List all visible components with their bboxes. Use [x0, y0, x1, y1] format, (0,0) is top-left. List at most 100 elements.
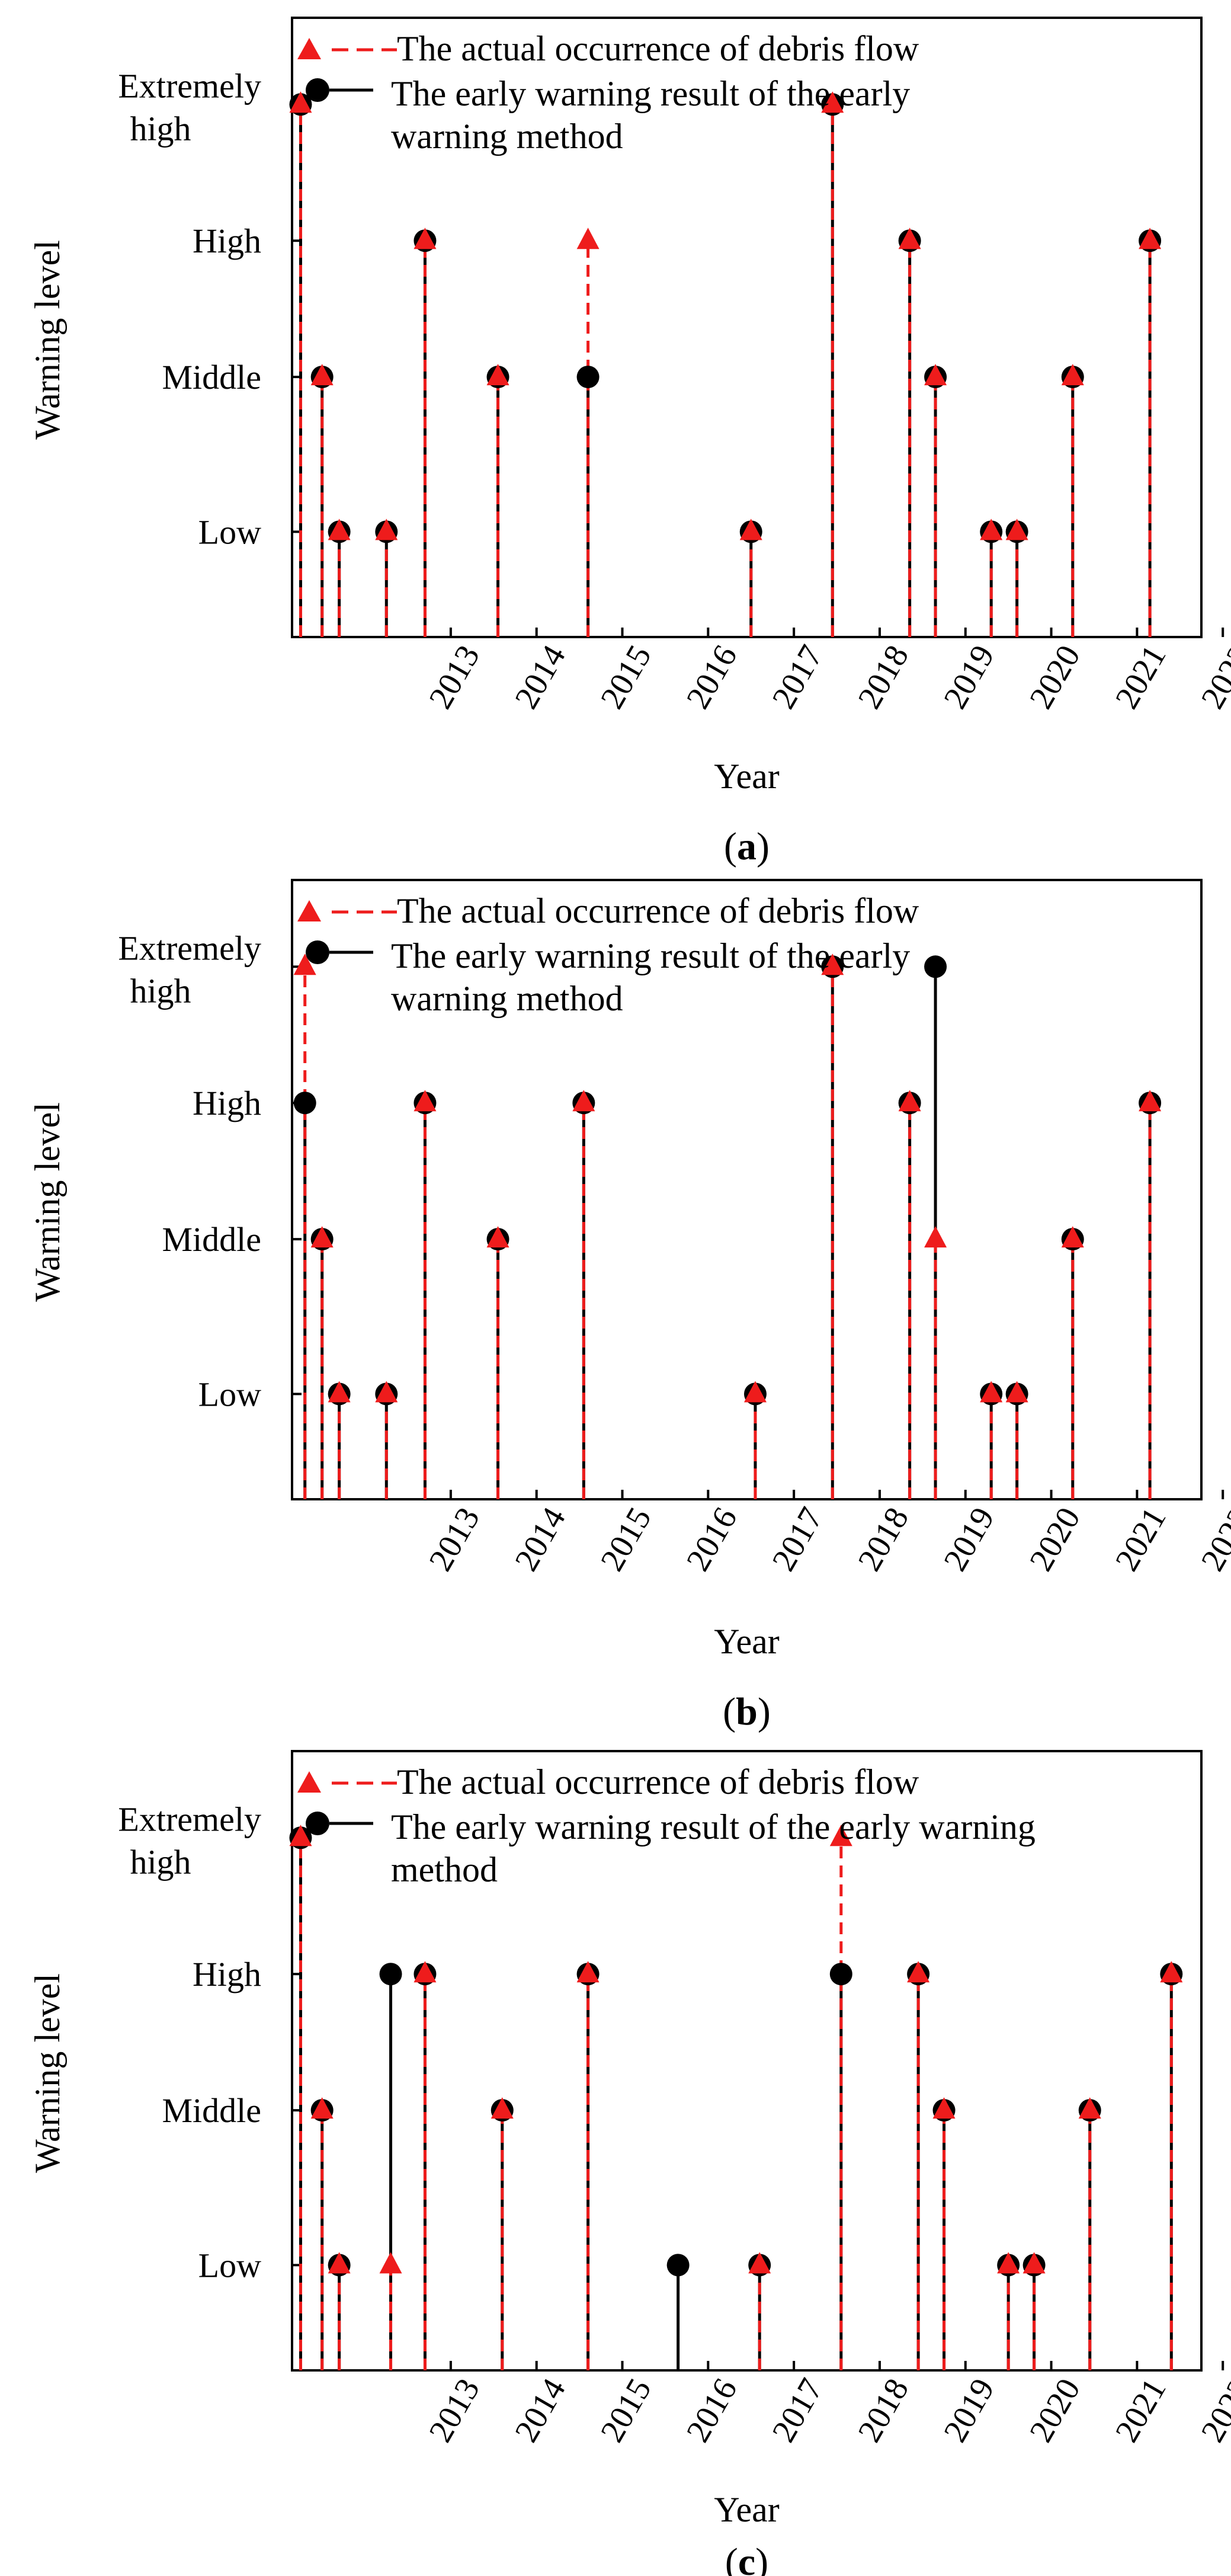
stems — [293, 953, 1162, 1499]
x-tick-label: 2022 — [1194, 2373, 1231, 2449]
caption-paren: ) — [756, 825, 770, 868]
stems — [289, 91, 1162, 637]
x-tick-label: 2021 — [1108, 1502, 1174, 1577]
legend: The actual occurrence of debris flow The … — [297, 29, 919, 156]
caption-paren: ( — [724, 825, 737, 868]
y-tick-label: High — [193, 1955, 261, 1993]
actual-point — [924, 364, 947, 386]
y-tick-label: Extremely — [118, 1800, 261, 1838]
x-tick-label: 2019 — [937, 2373, 1002, 2449]
actual-point — [1005, 1381, 1028, 1403]
x-tick-label: 2020 — [1022, 2373, 1088, 2449]
x-tick-label: 2015 — [594, 1502, 659, 1577]
y-tick-label: high — [130, 971, 191, 1010]
x-tick-label: 2021 — [1108, 2373, 1174, 2449]
caption-paren: ) — [755, 2540, 768, 2576]
actual-point — [739, 519, 762, 540]
legend-label: The actual occurrence of debris flow — [397, 891, 919, 930]
panel-caption: (a) — [724, 825, 770, 868]
x-tick-label: 2016 — [679, 639, 745, 715]
x-tick-label: 2022 — [1194, 1502, 1231, 1577]
actual-point — [379, 2252, 402, 2274]
x-tick-label: 2022 — [1194, 639, 1231, 715]
actual-point — [413, 228, 437, 249]
y-tick-label: High — [193, 222, 261, 260]
caption-paren: ( — [725, 2540, 738, 2576]
x-tick-label: 2017 — [765, 1502, 831, 1577]
legend-label: The actual occurrence of debris flow — [397, 1762, 919, 1801]
x-tick-label: 2019 — [937, 639, 1002, 715]
actual-point — [572, 1090, 595, 1112]
actual-point — [413, 1090, 437, 1112]
actual-point — [1005, 519, 1028, 540]
actual-point — [1078, 2097, 1101, 2119]
caption-paren: ) — [758, 1690, 771, 1733]
x-tick-label: 2013 — [422, 639, 487, 715]
actual-point — [413, 1961, 437, 1983]
x-tick-label: 2021 — [1108, 639, 1174, 715]
x-tick-label: 2013 — [422, 2373, 487, 2449]
actual-point — [328, 519, 351, 540]
actual-point — [907, 1961, 930, 1983]
y-tick-label: Low — [198, 1375, 261, 1413]
x-tick-label: 2018 — [851, 2373, 916, 2449]
legend-triangle-marker — [297, 900, 321, 921]
x-tick-label: 2016 — [679, 2373, 745, 2449]
actual-point — [1022, 2252, 1046, 2274]
actual-point — [289, 91, 312, 113]
y-tick-label: High — [193, 1084, 261, 1122]
x-tick-label: 2017 — [765, 2373, 831, 2449]
caption-letter: a — [737, 825, 756, 868]
actual-point — [829, 1825, 852, 1847]
legend-triangle-marker — [297, 1771, 321, 1793]
actual-point — [310, 2097, 334, 2119]
actual-point — [328, 1381, 351, 1403]
actual-point — [997, 2252, 1020, 2274]
actual-point — [293, 953, 316, 975]
y-axis-title: Warning level — [28, 1102, 67, 1302]
caption-letter: c — [738, 2540, 755, 2576]
stems — [289, 1825, 1183, 2370]
y-axis-title: Warning level — [28, 1973, 67, 2173]
actual-point — [375, 1381, 398, 1403]
actual-point — [310, 364, 334, 386]
legend-label: The early warning result of the early — [391, 74, 910, 113]
x-tick-label: 2020 — [1022, 639, 1088, 715]
y-tick-label: Extremely — [118, 929, 261, 967]
plot-frame — [291, 1750, 1203, 2372]
legend-label: method — [391, 1850, 498, 1889]
legend-label: The early warning result of the early wa… — [391, 1807, 1036, 1847]
actual-point — [980, 1381, 1003, 1403]
chart-panel-b: Low Middle High Extremely high 2013 2014 2015 20… — [28, 879, 1231, 1733]
actual-point — [898, 228, 921, 249]
warning-point — [379, 1963, 402, 1986]
actual-point — [821, 91, 844, 113]
caption-paren: ( — [723, 1690, 736, 1733]
actual-point — [576, 1961, 600, 1983]
x-tick-label: 2018 — [851, 639, 916, 715]
x-tick-label: 2020 — [1022, 1502, 1088, 1577]
y-axis-title: Warning level — [28, 240, 67, 440]
x-tick-label: 2014 — [508, 639, 573, 715]
actual-point — [924, 1226, 947, 1248]
actual-point — [576, 228, 600, 249]
actual-point — [1061, 1226, 1084, 1248]
x-tick-label: 2016 — [679, 1502, 745, 1577]
legend-label: The early warning result of the early — [391, 936, 910, 975]
x-tick-label: 2014 — [508, 1502, 573, 1577]
x-tick-label: 2015 — [594, 639, 659, 715]
actual-point — [491, 2097, 514, 2119]
actual-point — [898, 1090, 921, 1112]
actual-point — [821, 953, 844, 975]
legend: The actual occurrence of debris flow The … — [297, 1762, 1036, 1889]
y-tick-label: Extremely — [118, 66, 261, 105]
actual-point — [1160, 1961, 1183, 1983]
panel-caption: (b) — [723, 1690, 771, 1733]
y-tick-label: high — [130, 109, 191, 148]
legend-circle-marker — [306, 78, 329, 102]
plot-frame — [291, 17, 1203, 638]
actual-point — [1139, 1090, 1162, 1112]
actual-point — [743, 1381, 767, 1403]
legend-label: warning method — [391, 979, 623, 1018]
